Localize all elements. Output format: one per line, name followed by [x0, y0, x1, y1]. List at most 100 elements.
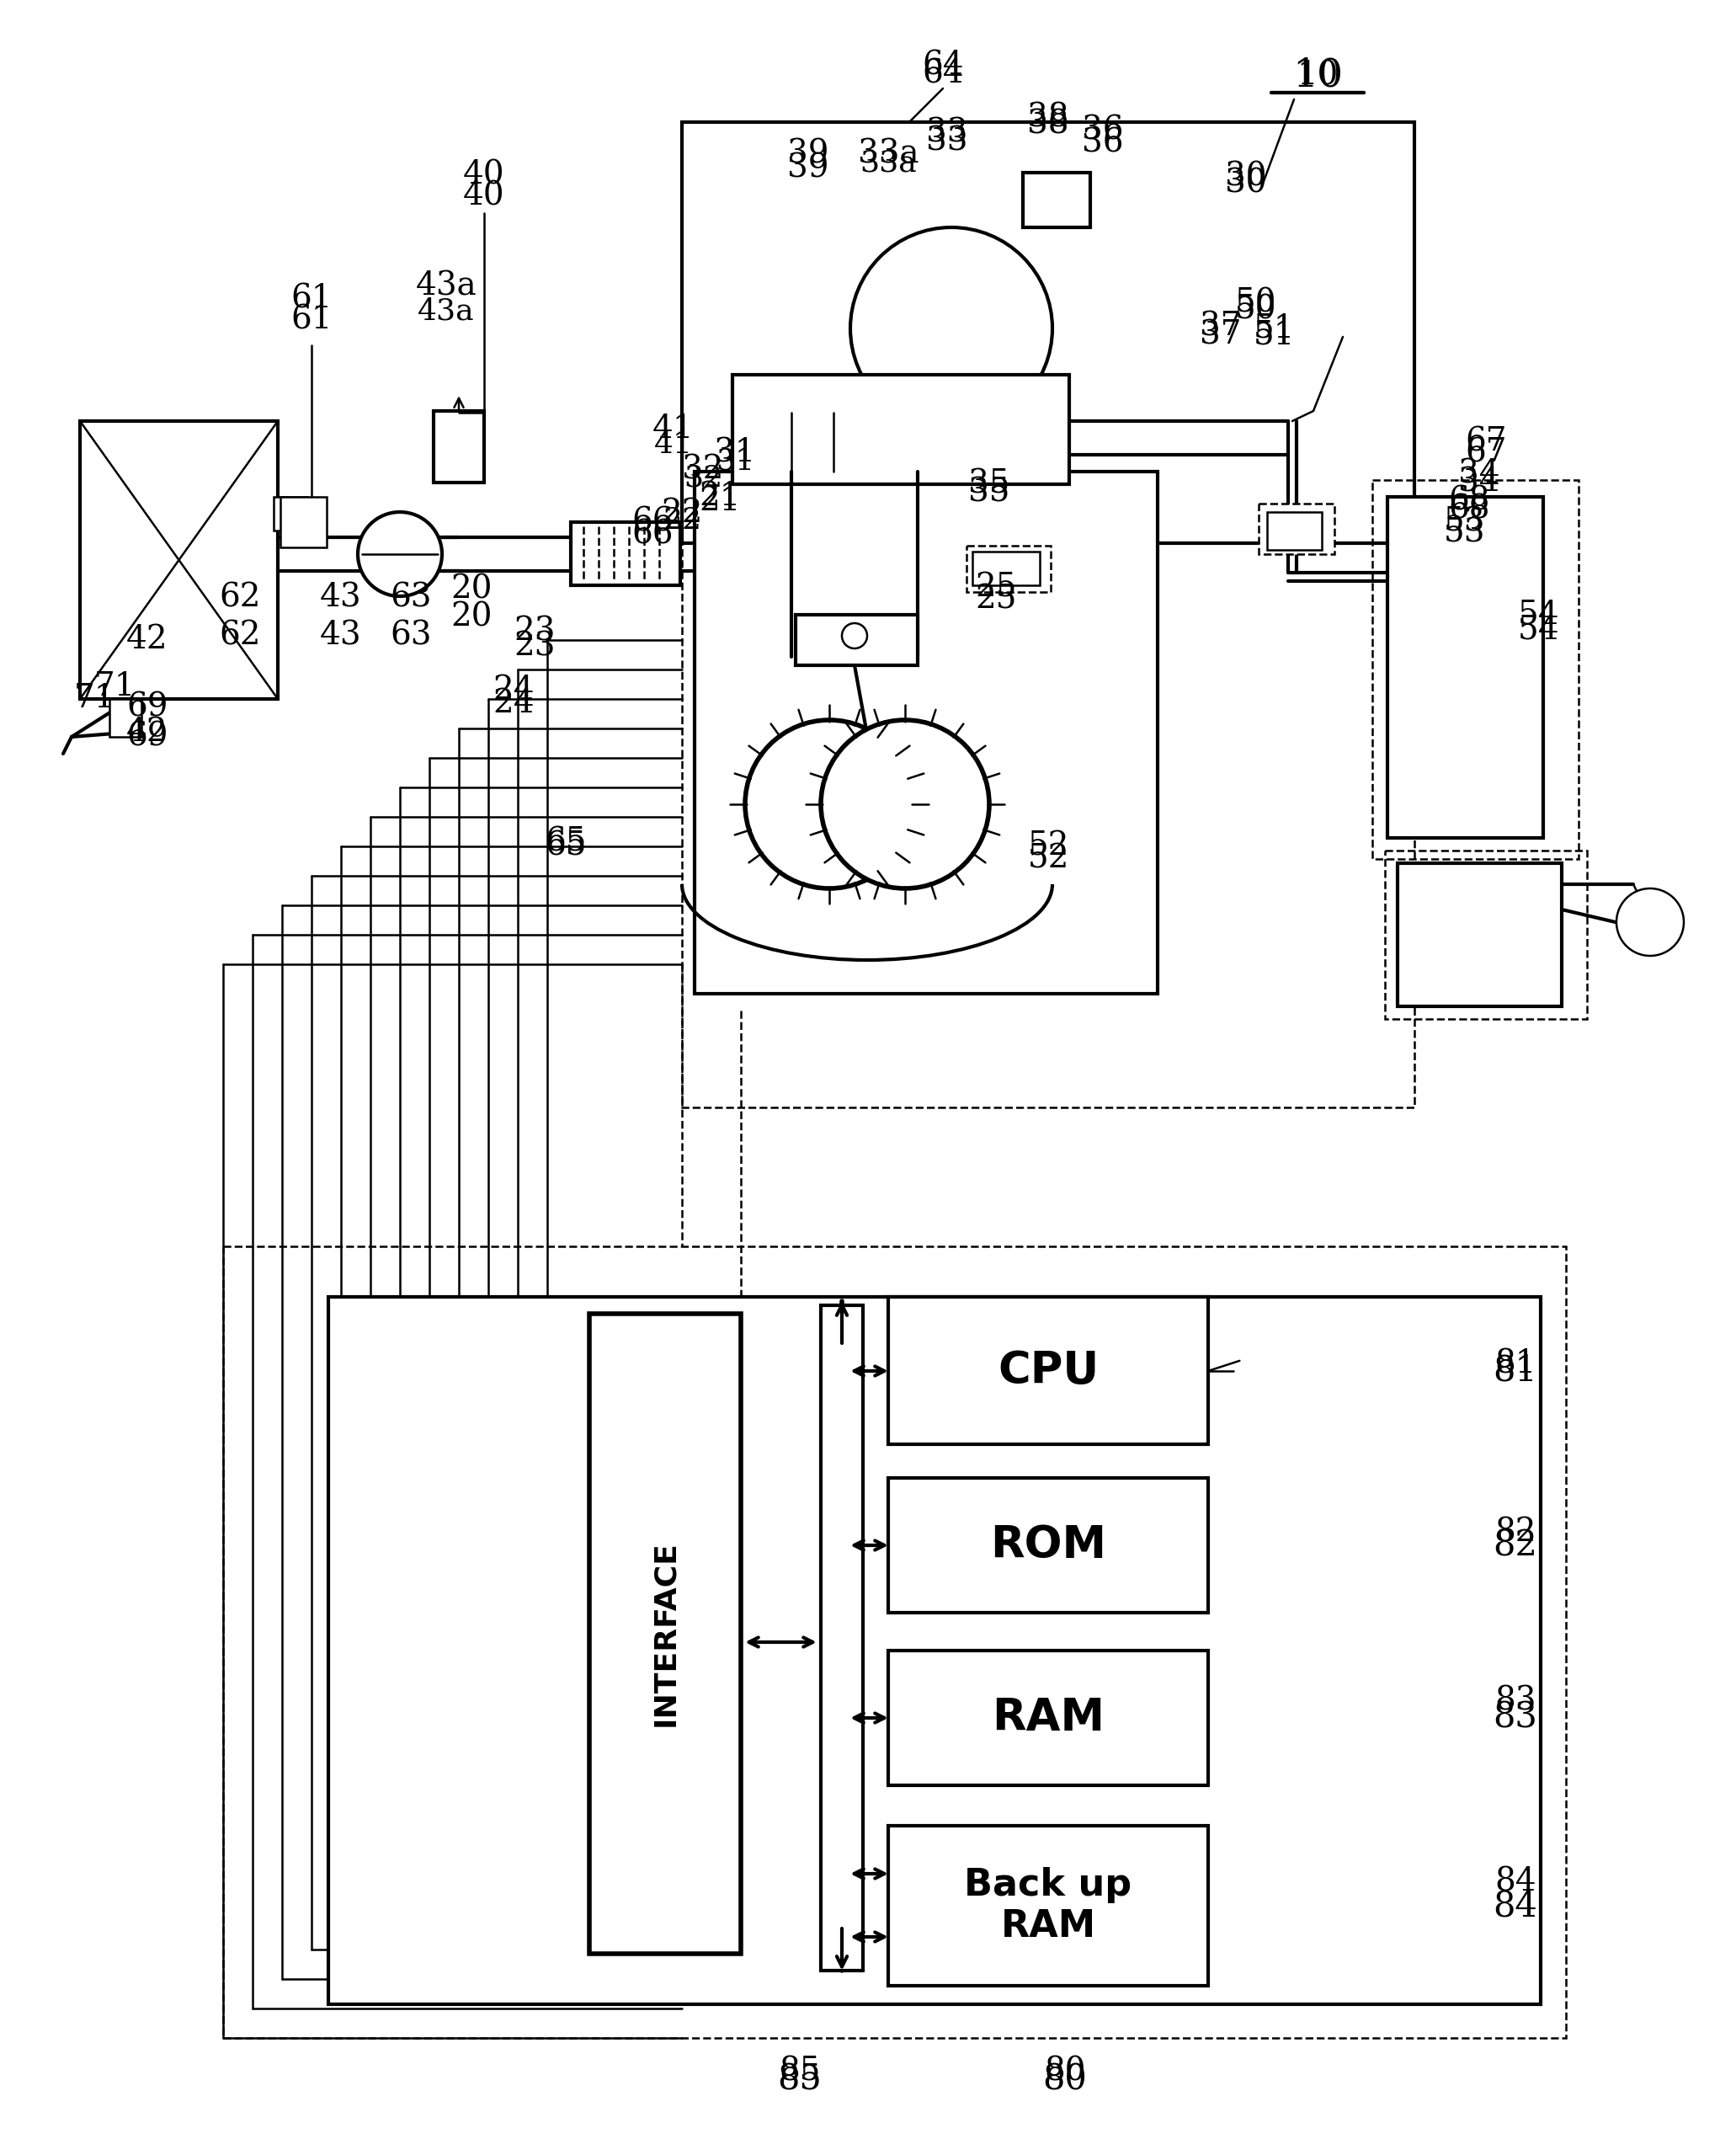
- Text: 50: 50: [1236, 287, 1278, 319]
- Text: 22: 22: [663, 507, 701, 535]
- Text: 43a: 43a: [418, 297, 474, 325]
- Circle shape: [745, 721, 913, 888]
- Text: 33a: 33a: [859, 148, 917, 178]
- Bar: [795, 614, 918, 665]
- Text: 51: 51: [1253, 312, 1295, 344]
- Text: 40: 40: [464, 160, 505, 190]
- Text: 62: 62: [219, 620, 260, 652]
- Text: INTERFACE: INTERFACE: [651, 1540, 679, 1726]
- Text: 23: 23: [514, 631, 556, 663]
- Text: 69: 69: [127, 691, 168, 723]
- Bar: [109, 699, 141, 736]
- Text: 38: 38: [1028, 103, 1069, 133]
- Text: 37: 37: [1200, 310, 1241, 342]
- Text: 62: 62: [219, 582, 260, 614]
- Circle shape: [842, 622, 868, 648]
- Text: 65: 65: [545, 830, 587, 862]
- Bar: [1387, 496, 1543, 838]
- Bar: [589, 1313, 741, 1953]
- Text: 21: 21: [700, 481, 741, 513]
- Text: 54: 54: [1517, 614, 1561, 646]
- Text: 63: 63: [391, 582, 432, 614]
- Text: 54: 54: [1517, 599, 1561, 631]
- Text: 25: 25: [976, 584, 1017, 616]
- Text: 53: 53: [1444, 518, 1486, 548]
- Text: 10: 10: [1297, 60, 1338, 92]
- Bar: [1385, 851, 1587, 1018]
- Bar: [967, 545, 1050, 593]
- Text: 21: 21: [700, 486, 741, 518]
- Text: 32: 32: [682, 453, 724, 486]
- Text: 43a: 43a: [415, 272, 477, 302]
- Text: 51: 51: [1253, 319, 1295, 351]
- Text: 33: 33: [927, 126, 969, 156]
- Text: Back up
RAM: Back up RAM: [963, 1867, 1132, 1944]
- Text: 32: 32: [684, 464, 722, 492]
- Text: 33a: 33a: [858, 139, 918, 169]
- Text: 31: 31: [713, 438, 755, 468]
- Text: 83: 83: [1493, 1701, 1538, 1735]
- Text: 37: 37: [1200, 319, 1241, 351]
- Text: 40: 40: [464, 180, 505, 212]
- Text: 43: 43: [319, 582, 361, 614]
- Bar: [889, 1478, 1208, 1613]
- Text: 82: 82: [1495, 1517, 1536, 1549]
- Text: 85: 85: [778, 2062, 823, 2098]
- Text: 38: 38: [1028, 109, 1069, 141]
- Text: RAM: RAM: [991, 1696, 1104, 1739]
- Text: 65: 65: [545, 826, 587, 858]
- Text: 53: 53: [1444, 507, 1486, 537]
- Text: 41: 41: [653, 415, 694, 445]
- Text: 33: 33: [927, 118, 969, 148]
- Bar: [1267, 511, 1321, 550]
- Text: 80: 80: [1043, 2056, 1085, 2088]
- Text: 68: 68: [1448, 494, 1489, 524]
- Bar: [274, 496, 307, 530]
- Text: 85: 85: [779, 2056, 821, 2088]
- Bar: [889, 1827, 1208, 1985]
- Text: 52: 52: [1028, 843, 1069, 875]
- Text: 41: 41: [654, 430, 693, 460]
- Bar: [1023, 173, 1090, 227]
- Text: 36: 36: [1082, 128, 1123, 158]
- Bar: [889, 1651, 1208, 1786]
- Bar: [224, 1247, 1566, 2038]
- Bar: [571, 522, 681, 586]
- Text: 31: 31: [715, 447, 755, 475]
- Bar: [328, 1296, 1540, 2004]
- Text: 81: 81: [1495, 1350, 1536, 1380]
- Text: 61: 61: [290, 304, 332, 336]
- Text: 20: 20: [451, 601, 493, 633]
- Text: 71: 71: [94, 672, 135, 702]
- Bar: [434, 411, 484, 483]
- Text: 69: 69: [127, 721, 168, 753]
- Text: 67: 67: [1465, 438, 1507, 468]
- Text: 34: 34: [1458, 466, 1500, 498]
- Text: 66: 66: [632, 520, 674, 550]
- Text: 66: 66: [632, 507, 674, 537]
- Text: CPU: CPU: [998, 1350, 1099, 1392]
- Circle shape: [358, 511, 443, 597]
- Text: 43: 43: [319, 620, 361, 652]
- Text: 35: 35: [969, 477, 1010, 509]
- Text: 67: 67: [1465, 426, 1507, 458]
- Text: 81: 81: [1493, 1354, 1538, 1388]
- Text: 84: 84: [1495, 1867, 1536, 1897]
- Text: 42: 42: [127, 717, 168, 749]
- Bar: [889, 1296, 1208, 1444]
- Bar: [694, 471, 1158, 995]
- Text: 52: 52: [1028, 830, 1069, 862]
- Text: 10: 10: [1292, 58, 1344, 94]
- Text: 61: 61: [290, 282, 332, 314]
- Text: 35: 35: [969, 468, 1010, 501]
- Text: 71: 71: [73, 682, 115, 714]
- Text: 30: 30: [1226, 169, 1267, 199]
- Text: 39: 39: [788, 139, 830, 169]
- Text: 50: 50: [1236, 295, 1278, 325]
- Bar: [821, 1305, 863, 1970]
- Text: 30: 30: [1226, 160, 1267, 193]
- Text: 24: 24: [493, 676, 535, 706]
- Text: 68: 68: [1448, 486, 1489, 518]
- Text: 23: 23: [514, 616, 556, 648]
- Bar: [1397, 864, 1562, 1005]
